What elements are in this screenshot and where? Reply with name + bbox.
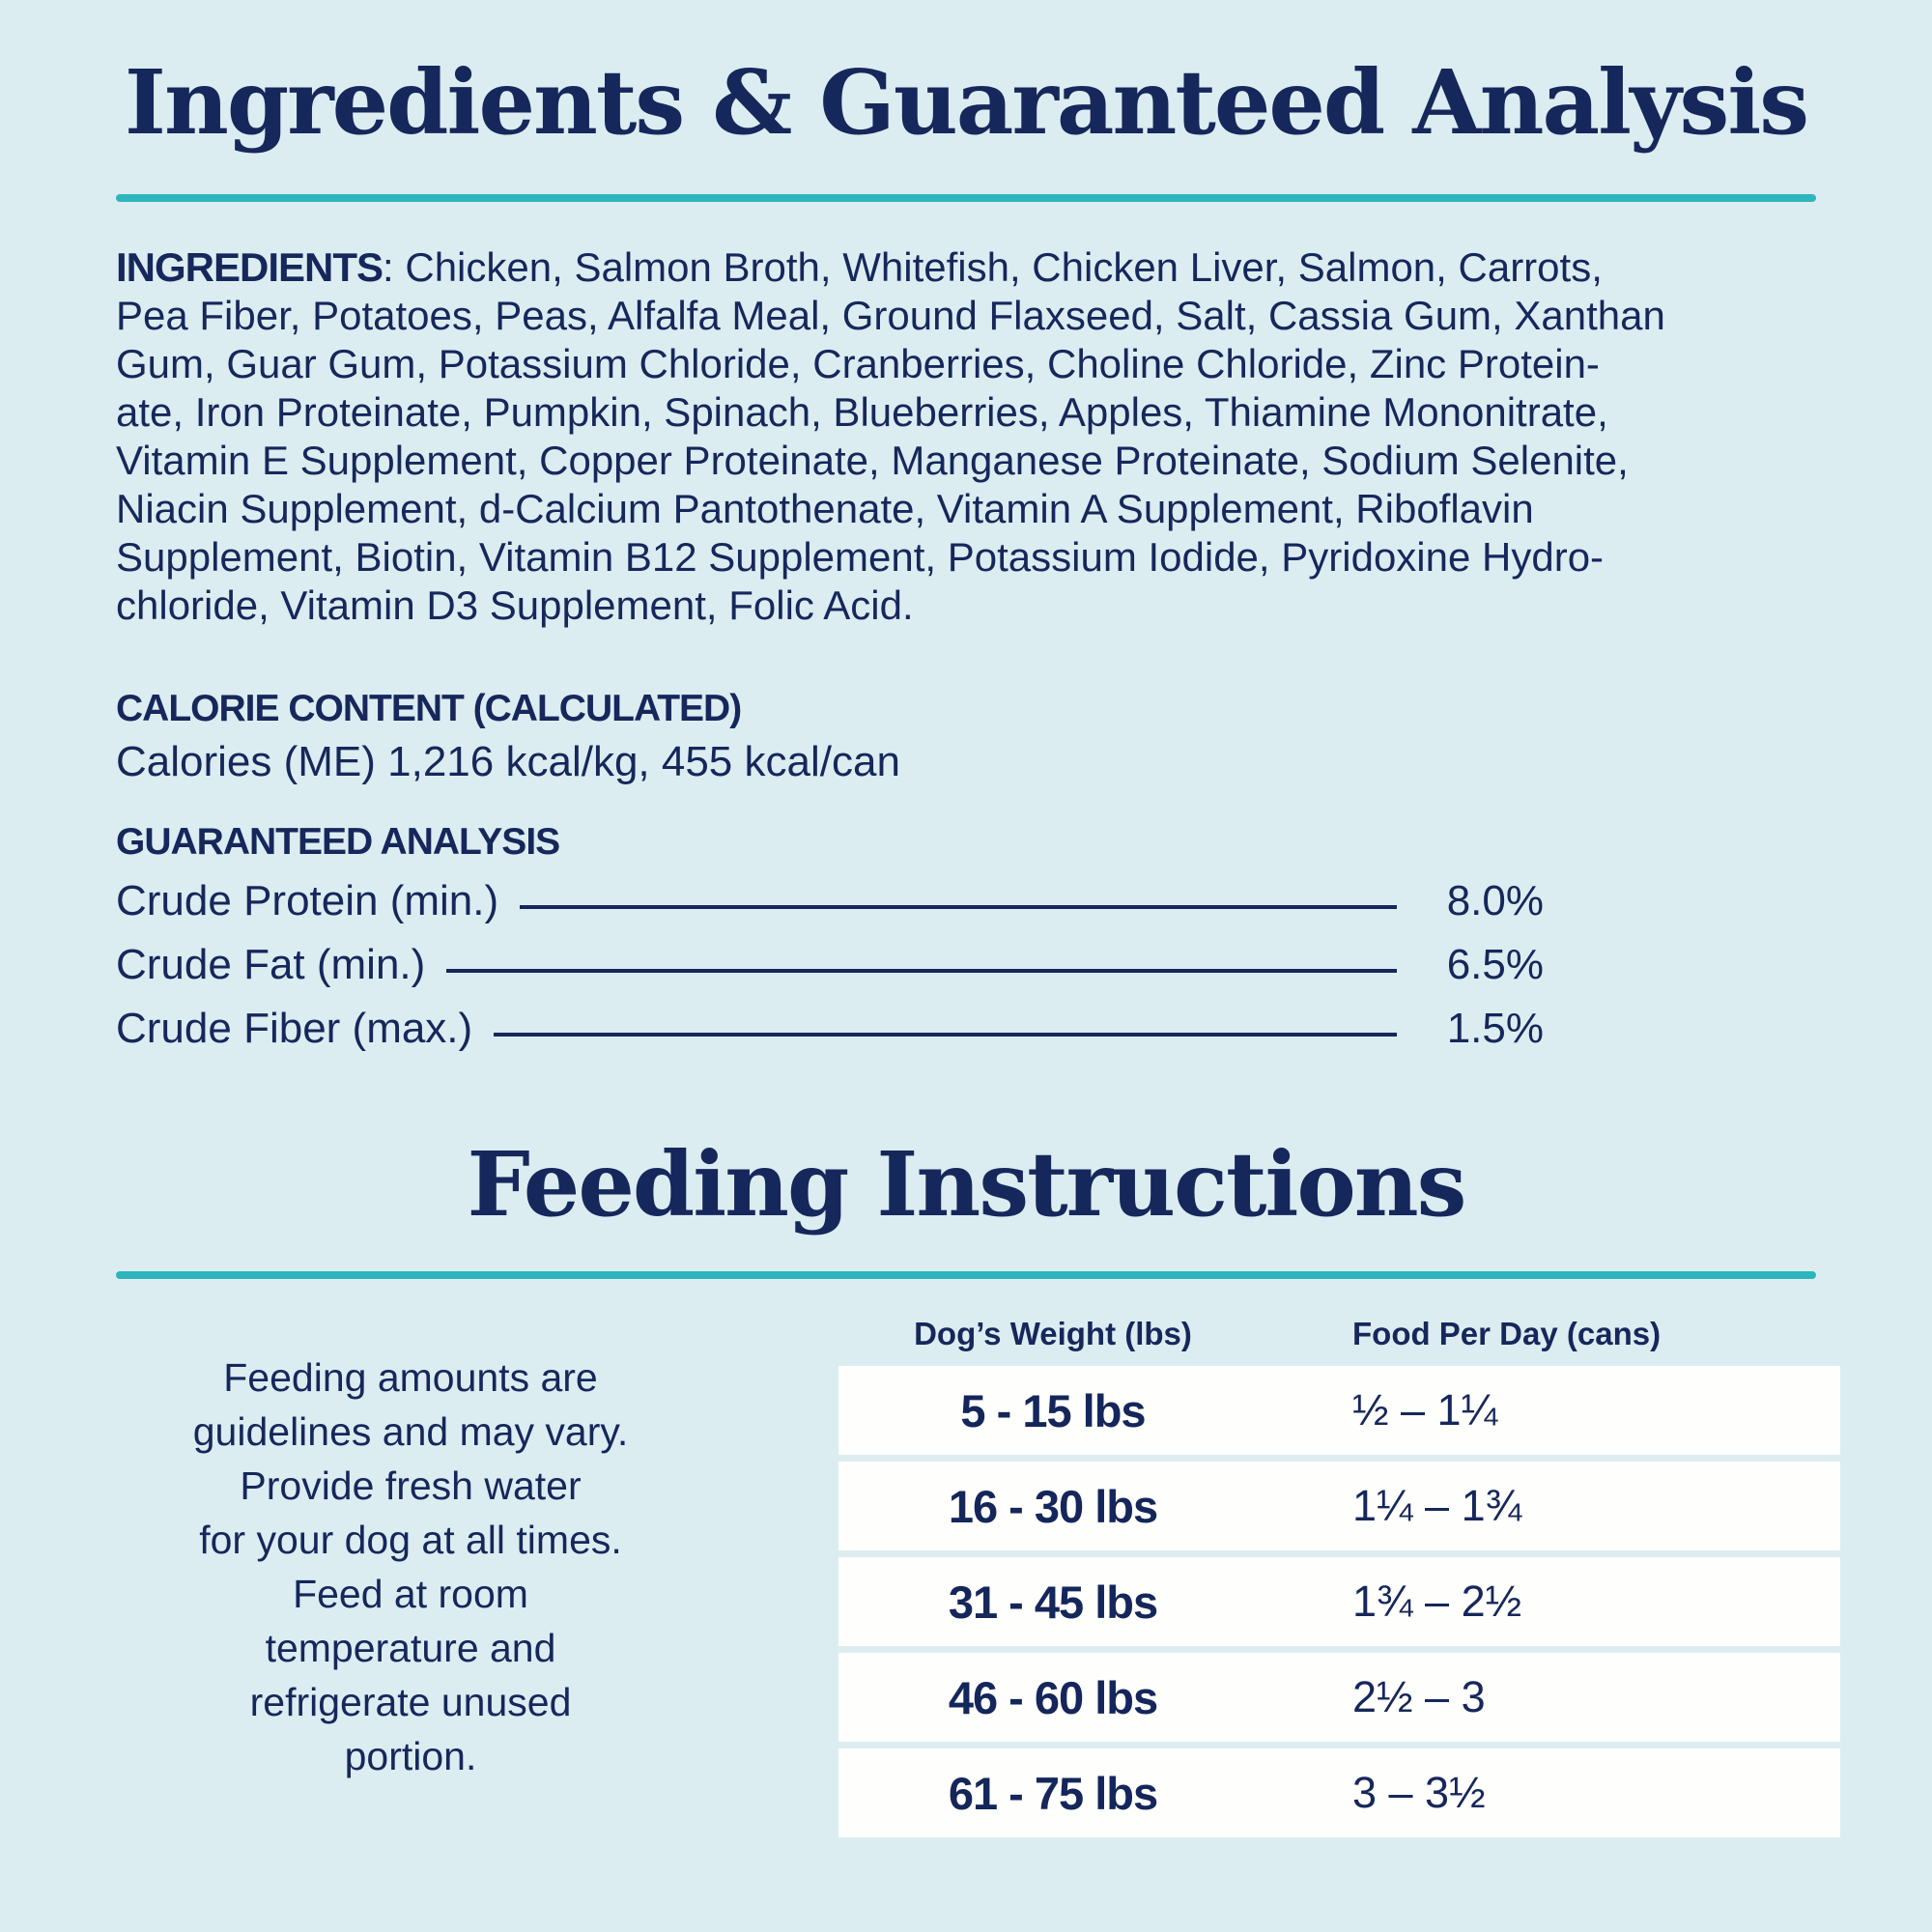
- ingredients-title-rule: [116, 194, 1816, 202]
- weight-range-cell: 16 - 30 lbs: [948, 1480, 1158, 1532]
- weight-range-cell: 31 - 45 lbs: [948, 1576, 1158, 1628]
- ingredients-line-text: : Chicken, Salmon Broth, Whitefish, Chic…: [383, 244, 1603, 290]
- analysis-label: Crude Protein (min.): [116, 877, 499, 924]
- ingredients-section-title: Ingredients & Guaranteed Analysis: [124, 50, 1809, 155]
- table-row: 5 - 15 lbs ½ – 1¼: [838, 1366, 1840, 1455]
- guaranteed-analysis-heading: GUARANTEED ANALYSIS: [116, 821, 560, 863]
- weight-range-cell: 61 - 75 lbs: [948, 1767, 1158, 1819]
- analysis-row-crude-protein: Crude Protein (min.) 8.0%: [116, 869, 1544, 933]
- ingredients-line: Vitamin E Supplement, Copper Proteinate,…: [116, 438, 1629, 483]
- analysis-label: Crude Fiber (max.): [116, 1005, 473, 1052]
- leader-line: [446, 969, 1397, 973]
- feeding-section-title: Feeding Instructions: [467, 1132, 1467, 1236]
- calorie-content-heading: CALORIE CONTENT (CALCULATED): [116, 688, 742, 729]
- food-amount-cell: 1¾ – 2½: [1352, 1577, 1522, 1626]
- guaranteed-analysis-table: Crude Protein (min.) 8.0% Crude Fat (min…: [116, 869, 1544, 1061]
- column-header-food-per-day: Food Per Day (cans): [1352, 1316, 1662, 1351]
- ingredients-line: ate, Iron Proteinate, Pumpkin, Spinach, …: [116, 389, 1608, 435]
- column-header-dogs-weight: Dog’s Weight (lbs): [914, 1316, 1192, 1351]
- feeding-note-line: guidelines and may vary.: [192, 1409, 629, 1454]
- feeding-note-line: Feed at room: [293, 1572, 528, 1616]
- analysis-row-crude-fat: Crude Fat (min.) 6.5%: [116, 933, 1544, 997]
- ingredients-paragraph: INGREDIENTS: Chicken, Salmon Broth, Whit…: [116, 243, 1855, 630]
- weight-range-cell: 5 - 15 lbs: [960, 1384, 1146, 1436]
- food-amount-cell: 2½ – 3: [1352, 1672, 1486, 1721]
- food-amount-cell: 3 – 3½: [1352, 1768, 1486, 1817]
- table-row: 16 - 30 lbs 1¼ – 1¾: [838, 1462, 1840, 1550]
- calorie-content-value: Calories (ME) 1,216 kcal/kg, 455 kcal/ca…: [116, 738, 900, 785]
- feeding-note-line: portion.: [344, 1734, 477, 1778]
- analysis-value: 1.5%: [1446, 1005, 1544, 1052]
- analysis-label: Crude Fat (min.): [116, 941, 426, 988]
- leader-line: [494, 1033, 1397, 1037]
- analysis-value: 6.5%: [1446, 941, 1544, 988]
- feeding-note-line: Feeding amounts are: [223, 1355, 598, 1400]
- ingredients-line: chloride, Vitamin D3 Supplement, Folic A…: [116, 582, 914, 628]
- leader-line: [520, 905, 1397, 909]
- ingredients-line: Niacin Supplement, d-Calcium Pantothenat…: [116, 486, 1534, 531]
- feeding-note-line: for your dog at all times.: [199, 1518, 622, 1562]
- analysis-value: 8.0%: [1446, 877, 1544, 924]
- ingredients-line: Gum, Guar Gum, Potassium Chloride, Cranb…: [116, 341, 1600, 386]
- feeding-note-line: temperature and: [265, 1626, 556, 1670]
- ingredients-label: INGREDIENTS: [116, 244, 384, 290]
- ingredients-line: Pea Fiber, Potatoes, Peas, Alfalfa Meal,…: [116, 293, 1665, 338]
- food-amount-cell: 1¼ – 1¾: [1352, 1481, 1522, 1530]
- feeding-table: 5 - 15 lbs ½ – 1¼ 16 - 30 lbs 1¼ – 1¾ 31…: [838, 1366, 1840, 1844]
- feeding-note-line: Provide fresh water: [240, 1463, 582, 1508]
- table-row: 31 - 45 lbs 1¾ – 2½: [838, 1557, 1840, 1646]
- analysis-row-crude-fiber: Crude Fiber (max.) 1.5%: [116, 997, 1544, 1061]
- food-amount-cell: ½ – 1¼: [1352, 1385, 1498, 1435]
- feeding-title-rule: [116, 1271, 1816, 1279]
- feeding-note-line: refrigerate unused: [249, 1680, 572, 1724]
- ingredients-line: INGREDIENTS: Chicken, Salmon Broth, Whit…: [116, 243, 1855, 292]
- table-row: 46 - 60 lbs 2½ – 3: [838, 1653, 1840, 1742]
- table-row: 61 - 75 lbs 3 – 3½: [838, 1748, 1840, 1837]
- weight-range-cell: 46 - 60 lbs: [948, 1671, 1158, 1723]
- ingredients-line: Supplement, Biotin, Vitamin B12 Suppleme…: [116, 534, 1605, 580]
- feeding-note: Feeding amounts are guidelines and may v…: [101, 1350, 720, 1783]
